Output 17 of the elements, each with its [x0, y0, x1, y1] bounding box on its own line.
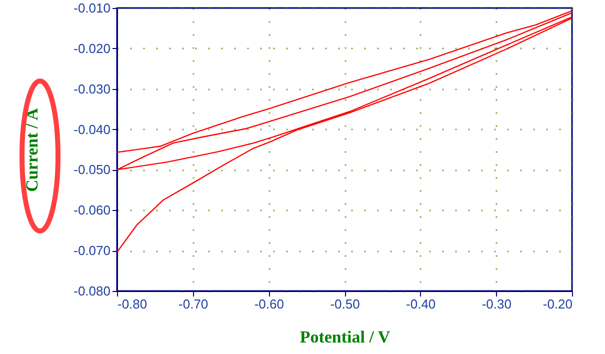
x-tick-label: -0.40 — [406, 296, 436, 312]
y-tick-label: -0.010 — [74, 0, 110, 16]
y-tick-label: -0.030 — [74, 81, 110, 96]
y-tick-label: -0.020 — [74, 40, 110, 56]
x-tick-label: -0.80 — [118, 296, 148, 312]
x-axis-title: Potential / V — [300, 328, 391, 346]
y-tick-label: -0.040 — [74, 122, 110, 137]
y-tick-label: -0.060 — [74, 202, 110, 218]
y-tick-label: -0.070 — [74, 243, 110, 258]
x-tick-label: -0.50 — [330, 296, 360, 312]
y-tick-label: -0.050 — [74, 162, 110, 178]
y-axis-title: Current / A — [22, 107, 42, 192]
y-tick-label: -0.080 — [74, 284, 110, 298]
x-tick-label: -0.70 — [178, 296, 208, 312]
x-tick-label: -0.30 — [482, 296, 512, 312]
x-tick-label: -0.60 — [254, 296, 284, 312]
x-tick-label: -0.20 — [542, 296, 572, 312]
